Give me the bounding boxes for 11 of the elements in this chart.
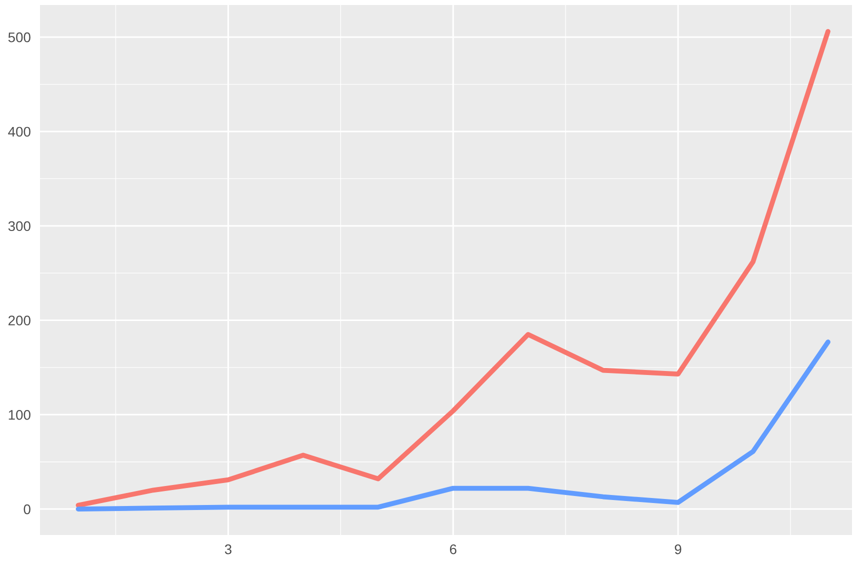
x-tick-label: 3 (224, 544, 232, 554)
y-tick-label: 300 (8, 221, 30, 232)
x-tick-label: 9 (674, 544, 682, 554)
y-tick-label: 500 (8, 32, 30, 42)
line-series (76, 340, 830, 512)
y-tick-label: 200 (8, 316, 30, 326)
x-tick-label: 6 (450, 544, 456, 554)
y-tick-label: 100 (8, 410, 30, 420)
line-series (76, 29, 830, 508)
y-tick-label: 0 (24, 504, 30, 514)
y-tick-label: 400 (8, 126, 30, 137)
